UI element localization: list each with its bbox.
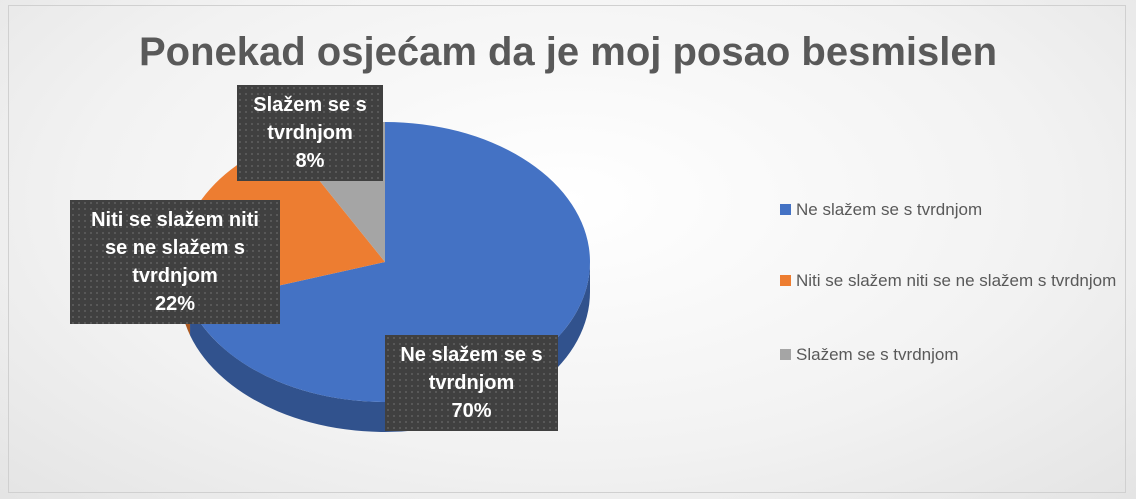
legend-label: Niti se slažem niti se ne slažem s tvrdn…	[796, 271, 1117, 290]
data-label-value: 8%	[295, 150, 325, 172]
legend-item: Niti se slažem niti se ne slažem s tvrdn…	[780, 268, 1120, 294]
legend-label: Slažem se s tvrdnjom	[796, 345, 959, 364]
data-label-category: Ne slažem se s tvrdnjom	[400, 344, 543, 394]
data-label-value: 22%	[154, 293, 196, 315]
legend-swatch	[780, 349, 791, 360]
data-label-category: Niti se slažem niti se ne slažem s tvrdn…	[91, 209, 259, 287]
legend-item: Slažem se s tvrdnjom	[780, 342, 1120, 368]
legend-swatch	[780, 204, 791, 215]
chart-title: Ponekad osjećam da je moj posao besmisle…	[138, 30, 998, 74]
legend-swatch	[780, 275, 791, 286]
data-label-value: 70%	[451, 400, 492, 422]
data-label-category: Slažem se s tvrdnjom	[253, 94, 367, 144]
legend-item: Ne slažem se s tvrdnjom	[780, 197, 1120, 223]
data-label: Slažem se s tvrdnjom 8%	[237, 85, 383, 181]
data-label: Niti se slažem niti se ne slažem s tvrdn…	[70, 200, 280, 324]
legend-label: Ne slažem se s tvrdnjom	[796, 200, 983, 219]
pie-slice	[190, 122, 590, 402]
chart-frame	[8, 5, 1126, 493]
data-label: Ne slažem se s tvrdnjom 70%	[385, 335, 558, 431]
